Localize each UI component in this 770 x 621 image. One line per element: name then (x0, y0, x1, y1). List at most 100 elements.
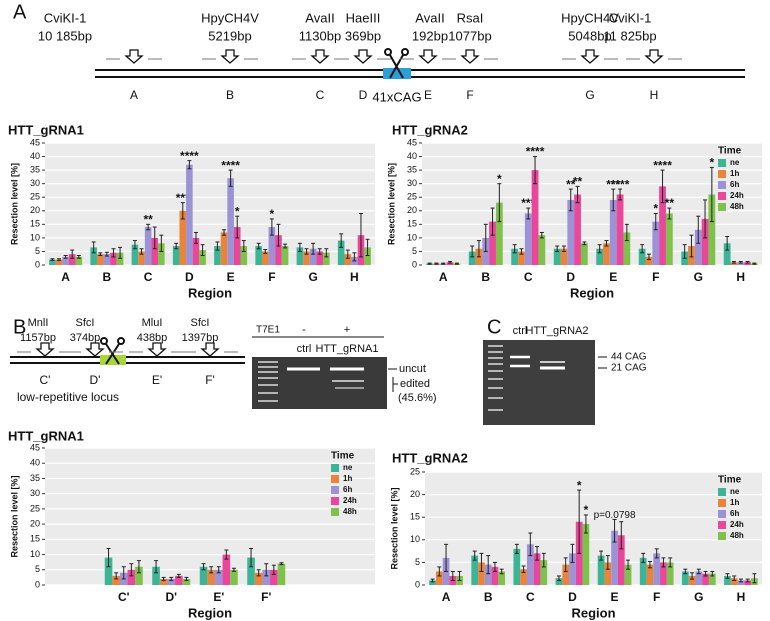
cut-arrow (418, 49, 438, 64)
bar (526, 544, 534, 585)
y-tick-label: 40 (30, 458, 40, 468)
region-label: G (585, 88, 594, 102)
region-label: E' (152, 373, 162, 387)
enzyme-name: HaeIII (346, 10, 381, 25)
panel-label: C (487, 316, 501, 338)
bar (616, 194, 624, 265)
bar (240, 246, 248, 265)
y-tick-label: 15 (407, 219, 417, 229)
region-label: C (316, 88, 325, 102)
bar (491, 566, 499, 585)
x-tick-label: D' (165, 590, 177, 604)
enzyme-size: 5219bp (208, 28, 251, 43)
x-tick-label: C' (118, 590, 130, 604)
region-label: B (226, 88, 234, 102)
bar (104, 557, 113, 585)
bar (127, 569, 136, 585)
cut-arrow (460, 49, 480, 64)
bar (702, 573, 709, 585)
annotation: ** (143, 213, 153, 227)
y-tick-label: 25 (407, 192, 417, 202)
enzyme-name: SfcI (76, 317, 95, 329)
legend-label: 24h (343, 496, 357, 505)
y-axis-label: Resection level [%] (9, 475, 19, 557)
legend-label: ne (343, 463, 353, 472)
bar (665, 213, 673, 265)
lane-label: + (344, 324, 350, 336)
bar (560, 248, 568, 265)
gel-header: T7E1 (256, 325, 280, 336)
bar (96, 254, 104, 265)
y-tick-label: 0 (35, 259, 40, 269)
enzyme-size: 438bp (137, 332, 168, 344)
legend-label: 48h (730, 531, 744, 540)
bar (538, 235, 546, 265)
x-tick-label: A (61, 270, 70, 284)
bar (207, 569, 215, 585)
bar (604, 562, 612, 585)
bar (569, 553, 576, 585)
bar (562, 564, 570, 585)
band-label: 21 CAG (611, 363, 647, 374)
x-tick-label: C (524, 270, 533, 284)
y-tick-label: 20 (410, 489, 420, 499)
bar (222, 554, 231, 585)
bar (574, 194, 581, 265)
bar (553, 248, 561, 265)
bar (186, 164, 193, 265)
y-tick-label: 15 (30, 534, 40, 544)
bar (495, 202, 503, 265)
legend-swatch (718, 488, 726, 496)
x-tick-label: G (694, 270, 703, 284)
y-tick-label: 30 (30, 178, 40, 188)
enzyme-size: 1077bp (448, 28, 491, 43)
enzyme-size: 1397bp (182, 332, 219, 344)
bar (484, 564, 492, 585)
bar (520, 569, 527, 585)
legend-title: Time (718, 146, 742, 157)
bar (337, 240, 345, 265)
x-tick-label: C (526, 590, 535, 604)
y-tick-label: 10 (30, 549, 40, 559)
annotation: *** (606, 177, 620, 191)
cut-arrow (85, 342, 105, 357)
bar (730, 262, 738, 265)
legend-swatch (718, 203, 726, 211)
bar (323, 252, 330, 265)
enzyme-name: CviKI-1 (44, 10, 87, 25)
legend-swatch (331, 508, 339, 516)
cut-arrow (124, 49, 144, 64)
bar (701, 218, 709, 265)
bar (737, 262, 745, 265)
x-tick-label: E' (213, 590, 224, 604)
legend-label: ne (730, 158, 740, 167)
bar (220, 232, 228, 265)
bar (518, 251, 525, 265)
annotation: * (584, 503, 589, 517)
y-tick-label: 20 (30, 205, 40, 215)
bar (277, 563, 286, 585)
legend-label: 1h (343, 474, 352, 483)
legend-label: 24h (730, 520, 744, 529)
x-tick-label: B (484, 590, 493, 604)
legend-title: Time (718, 475, 742, 486)
chart-title: HTT_gRNA1 (8, 428, 84, 443)
bar (694, 229, 702, 265)
x-tick-label: G (694, 590, 703, 604)
bar (524, 213, 532, 265)
annotation: ** (573, 175, 583, 189)
bar (435, 571, 443, 585)
bar (597, 555, 605, 585)
annotation: p=0.0798 (594, 510, 636, 521)
bar (639, 557, 647, 585)
legend-swatch (331, 497, 339, 505)
legend-swatch (718, 181, 726, 189)
x-tick-label: G (308, 270, 317, 284)
bar (214, 569, 223, 585)
legend-swatch (718, 510, 726, 518)
x-axis-label: Region (571, 605, 615, 620)
bar (175, 575, 183, 585)
bar (659, 186, 666, 265)
bar (582, 523, 590, 585)
